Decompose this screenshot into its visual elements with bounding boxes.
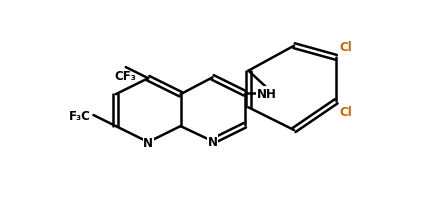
- Text: N: N: [208, 135, 218, 148]
- Text: NH: NH: [257, 87, 277, 100]
- Text: N: N: [143, 136, 153, 149]
- Text: CF₃: CF₃: [115, 70, 137, 83]
- Text: F₃C: F₃C: [69, 109, 91, 122]
- Text: Cl: Cl: [339, 41, 352, 54]
- Text: Cl: Cl: [339, 106, 352, 119]
